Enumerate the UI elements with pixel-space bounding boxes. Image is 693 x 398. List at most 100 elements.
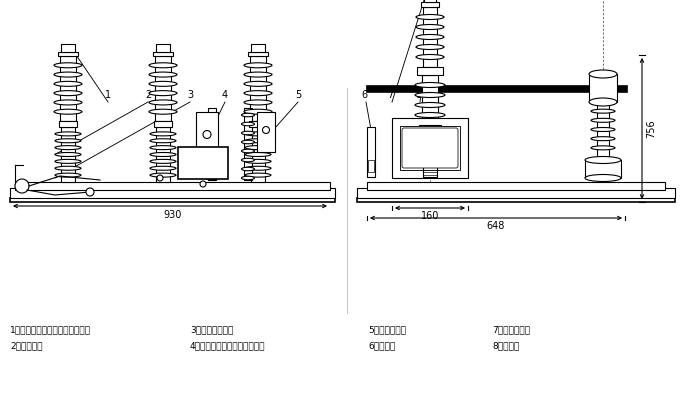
Ellipse shape <box>415 113 445 117</box>
Text: 3: 3 <box>187 90 193 100</box>
Bar <box>257 112 275 152</box>
Bar <box>250 56 266 121</box>
Ellipse shape <box>241 113 254 117</box>
Ellipse shape <box>245 173 271 177</box>
Ellipse shape <box>150 166 176 170</box>
Bar <box>400 126 460 170</box>
Ellipse shape <box>591 127 615 131</box>
Ellipse shape <box>241 149 254 153</box>
Bar <box>10 188 335 198</box>
Ellipse shape <box>149 109 177 114</box>
Ellipse shape <box>591 146 615 150</box>
Ellipse shape <box>415 103 445 107</box>
Bar <box>153 52 173 56</box>
Ellipse shape <box>241 122 254 126</box>
Bar <box>249 121 267 127</box>
Bar <box>585 160 621 178</box>
Text: 1: 1 <box>105 90 111 100</box>
Ellipse shape <box>54 81 82 86</box>
Bar <box>423 132 437 177</box>
Ellipse shape <box>55 159 81 163</box>
Circle shape <box>203 131 211 139</box>
Ellipse shape <box>244 100 272 105</box>
Bar <box>156 127 170 182</box>
Circle shape <box>15 179 29 193</box>
Text: 2．下绝缘筒: 2．下绝缘筒 <box>10 341 42 351</box>
Ellipse shape <box>149 72 177 77</box>
Ellipse shape <box>591 118 615 122</box>
Ellipse shape <box>591 137 615 140</box>
Ellipse shape <box>206 167 218 171</box>
Bar <box>248 52 268 56</box>
Text: 7．电流互感器: 7．电流互感器 <box>492 326 530 334</box>
Ellipse shape <box>585 156 621 164</box>
Text: 8: 8 <box>415 90 421 100</box>
Ellipse shape <box>149 91 177 96</box>
Ellipse shape <box>150 152 176 156</box>
Circle shape <box>263 127 270 133</box>
Text: 756: 756 <box>646 119 656 138</box>
Bar <box>60 56 76 121</box>
Text: 930: 930 <box>164 210 182 220</box>
Bar <box>251 127 265 182</box>
Bar <box>589 74 617 102</box>
Bar <box>367 182 665 190</box>
Bar <box>59 121 77 127</box>
Text: 分: 分 <box>211 158 217 168</box>
Ellipse shape <box>55 146 81 150</box>
Ellipse shape <box>415 92 445 98</box>
Ellipse shape <box>54 63 82 68</box>
Text: 6．下出线: 6．下出线 <box>368 341 395 351</box>
Ellipse shape <box>245 139 271 143</box>
Text: 3．手动分闸手柄: 3．手动分闸手柄 <box>190 326 234 334</box>
Bar <box>367 86 627 92</box>
Ellipse shape <box>416 55 444 59</box>
Ellipse shape <box>245 166 271 170</box>
Bar <box>357 188 675 198</box>
Ellipse shape <box>241 140 254 144</box>
Ellipse shape <box>206 122 218 126</box>
Bar <box>61 44 75 52</box>
Bar <box>61 127 75 182</box>
Text: 160: 160 <box>421 211 439 221</box>
Ellipse shape <box>244 63 272 68</box>
Bar <box>251 44 265 52</box>
Ellipse shape <box>206 149 218 153</box>
Text: 5．电压互感器: 5．电压互感器 <box>368 326 406 334</box>
Bar <box>208 108 216 180</box>
Bar <box>392 118 468 178</box>
Bar <box>423 7 437 67</box>
Bar <box>597 102 609 157</box>
Ellipse shape <box>55 132 81 136</box>
Ellipse shape <box>55 139 81 143</box>
Bar <box>178 147 228 179</box>
Ellipse shape <box>54 100 82 105</box>
Text: 4: 4 <box>222 90 228 100</box>
Bar <box>419 125 441 132</box>
Ellipse shape <box>55 152 81 156</box>
Ellipse shape <box>416 14 444 20</box>
Ellipse shape <box>206 176 218 180</box>
Bar <box>154 121 172 127</box>
Ellipse shape <box>416 25 444 29</box>
Ellipse shape <box>241 131 254 135</box>
Ellipse shape <box>150 173 176 177</box>
Bar <box>156 44 170 52</box>
Text: 7: 7 <box>387 90 393 100</box>
Bar <box>58 52 78 56</box>
Circle shape <box>200 181 206 187</box>
Ellipse shape <box>245 146 271 150</box>
Circle shape <box>157 175 163 181</box>
Ellipse shape <box>54 72 82 77</box>
Text: 4．机箱（内装永磁操动机构）: 4．机箱（内装永磁操动机构） <box>190 341 265 351</box>
Ellipse shape <box>54 109 82 114</box>
Bar <box>357 198 675 202</box>
Ellipse shape <box>55 173 81 177</box>
Ellipse shape <box>244 81 272 86</box>
Ellipse shape <box>416 35 444 39</box>
Ellipse shape <box>585 174 621 181</box>
Text: 5: 5 <box>295 90 301 100</box>
FancyBboxPatch shape <box>402 128 458 168</box>
Ellipse shape <box>241 158 254 162</box>
Bar <box>155 56 171 121</box>
